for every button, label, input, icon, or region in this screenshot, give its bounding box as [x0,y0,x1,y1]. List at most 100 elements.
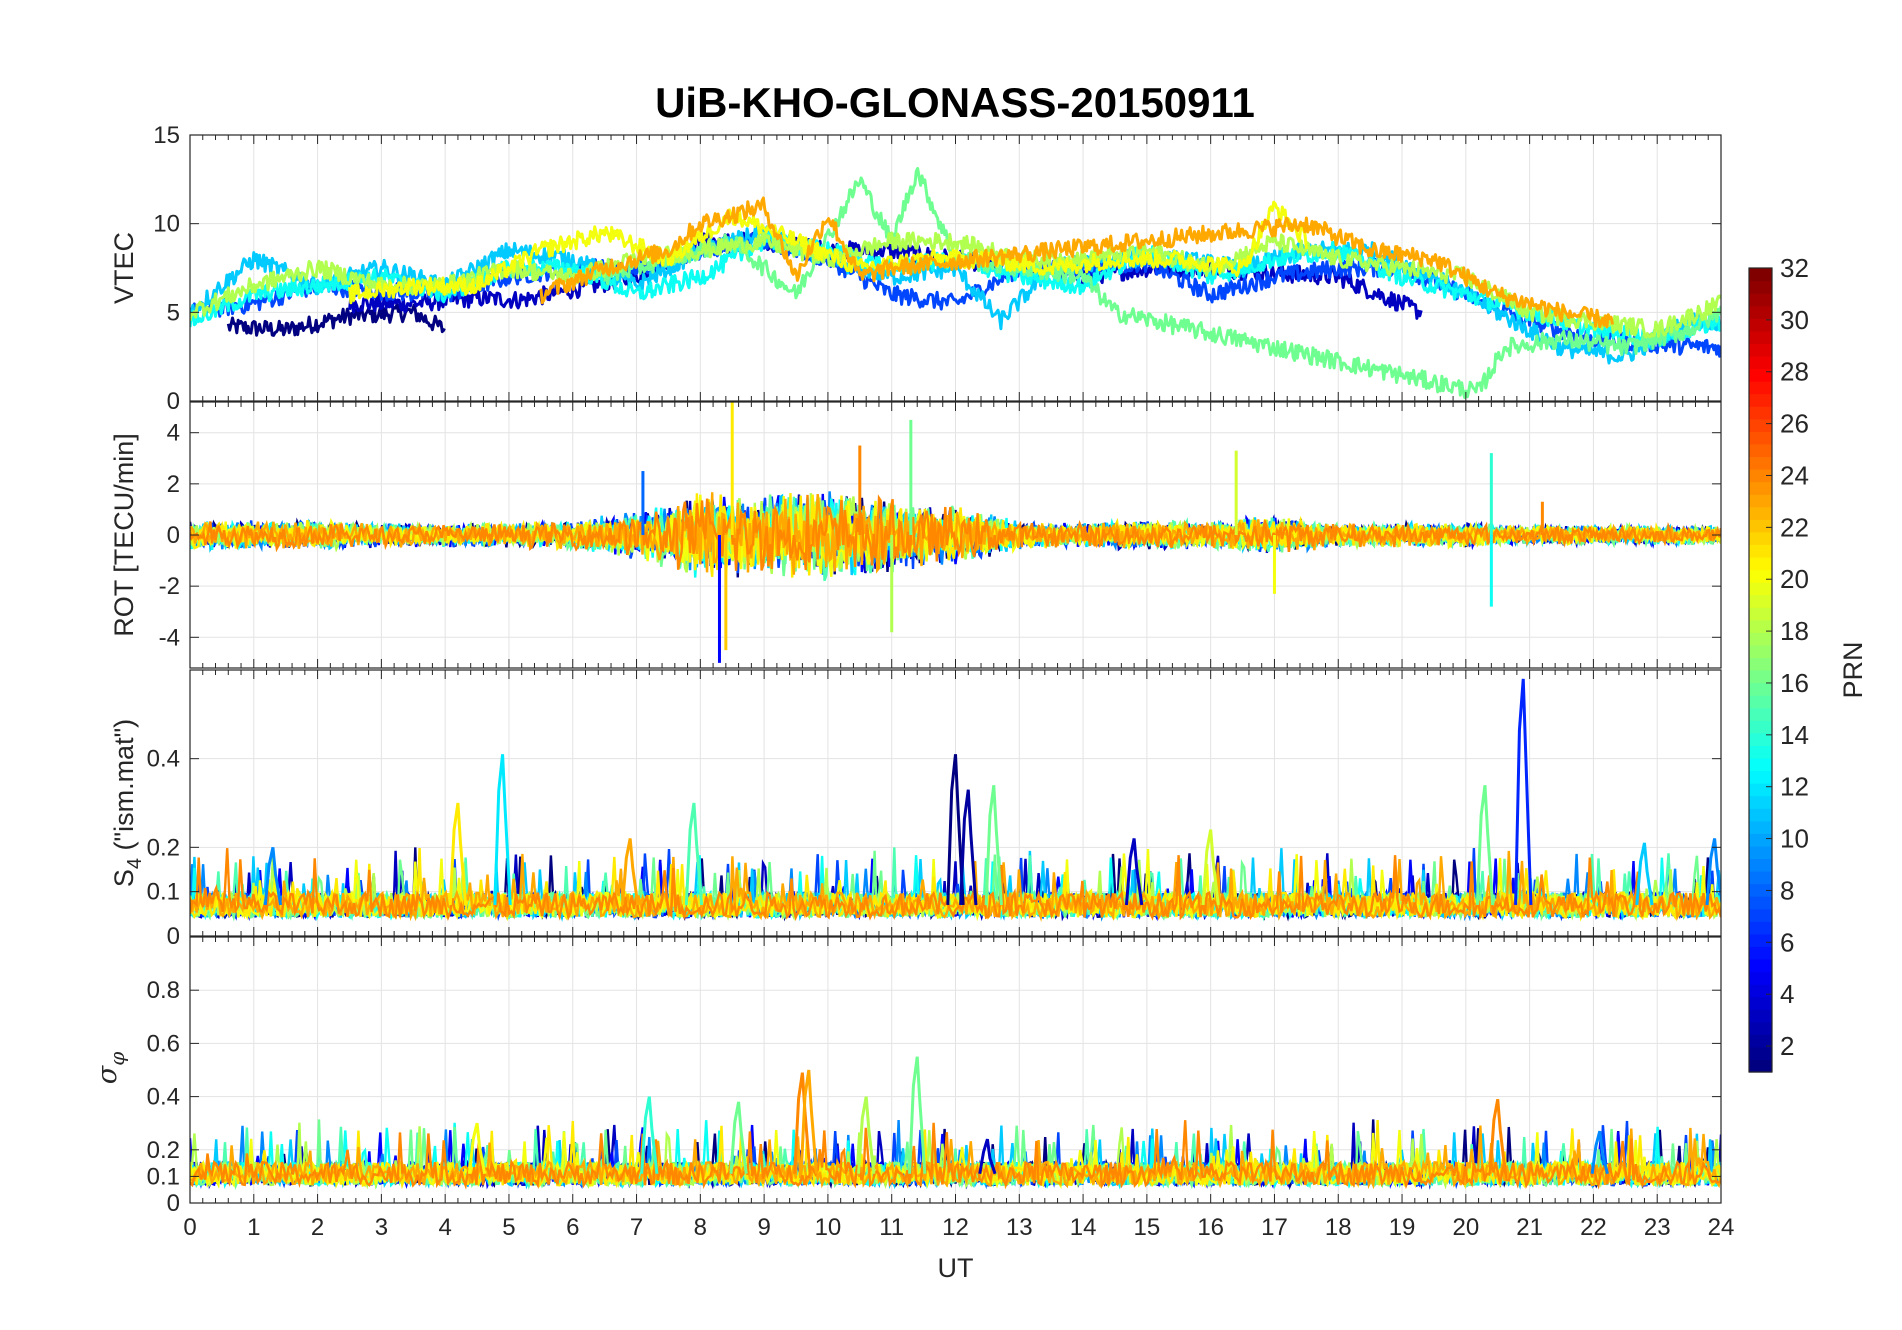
spike-mark [1635,842,1654,906]
colorbar-tick-label: 24 [1780,460,1809,490]
series-line-prn-23 [190,850,1721,922]
colorbar-swatch [1749,745,1772,759]
series-line-prn-21 [190,848,1721,922]
colorbar-swatch [1749,481,1772,495]
y-tick-label: 0 [167,1190,180,1217]
series-group [190,1056,1721,1191]
colorbar-tick-label: 28 [1780,357,1809,387]
x-tick-label: 17 [1261,1214,1288,1241]
y-axis-label: ROT [TECU/min] [109,433,139,637]
y-tick-label: 0.2 [147,834,180,861]
series-line-prn-1 [226,302,446,337]
x-tick-label: 7 [630,1214,643,1241]
x-tick-label: 5 [502,1214,515,1241]
colorbar-swatch [1749,845,1772,860]
colorbar-swatch [1749,330,1772,344]
colorbar-swatch [1749,469,1772,483]
colorbar-swatch [1749,657,1772,671]
spike-mark [729,1101,748,1174]
colorbar-swatch [1749,556,1772,571]
x-tick-label: 22 [1580,1214,1607,1241]
colorbar-swatch [1749,343,1772,357]
series-line-prn-24 [190,1120,1721,1190]
y-tick-label: 4 [167,420,180,447]
x-axis-label: UT [938,1253,974,1283]
spike-mark [793,1072,812,1174]
colorbar-swatch [1749,833,1772,847]
spike-mark [1201,829,1220,906]
spike-mark [984,785,1003,906]
spike-mark [1475,785,1495,906]
colorbar-swatch [1749,569,1772,583]
series-group [190,167,1721,399]
colorbar-swatch [1749,770,1772,784]
series-line-prn-20 [348,200,1308,305]
y-tick-label: 10 [153,211,180,238]
x-tick-label: 9 [757,1214,770,1241]
colorbar-tick-label: 26 [1780,409,1809,439]
colorbar-swatch [1749,996,1772,1010]
colorbar-tick-label: 16 [1780,668,1809,698]
spike-mark [640,1096,659,1174]
colorbar-tick-label: 18 [1780,616,1809,646]
spike-mark [621,838,640,906]
spike-mark [493,754,512,906]
colorbar-swatch [1749,305,1772,319]
colorbar-swatch [1749,908,1772,922]
panel-vtec: 0 5 10 15 VTEC [109,122,1722,415]
colorbar-swatch [1749,720,1772,734]
colorbar-tick-label: 32 [1780,253,1809,283]
y-tick-label: 0.2 [147,1137,180,1164]
panel-s4: 0 0.1 0.2 0.4S4 ("ism.mat") [109,669,1722,950]
y-tick-label: 0 [167,923,180,950]
colorbar-swatch [1749,418,1772,432]
colorbar-tick-label: 8 [1780,875,1794,905]
colorbar-swatch [1749,443,1772,458]
y-tick-label: -2 [159,573,180,600]
panel-rot: -4 -2 0 2 4 ROT [TECU/min] [109,401,1722,669]
colorbar-swatch [1749,494,1772,508]
x-tick-label: 3 [375,1214,388,1241]
colorbar-swatch [1749,644,1772,659]
y-tick-label: 0 [167,388,180,415]
colorbar-tick-label: 2 [1780,1031,1794,1061]
spike-mark [263,847,283,906]
x-tick-label: 2 [311,1214,324,1241]
colorbar-tick-label: 22 [1780,512,1809,542]
colorbar-swatch [1749,695,1772,709]
colorbar-swatch [1749,456,1772,470]
colorbar-swatch [1749,1046,1772,1061]
spike-mark [799,1069,818,1174]
colorbar-swatch [1749,406,1772,420]
series-group [190,402,1721,663]
spike-mark [684,802,704,906]
colorbar-swatch [1749,1059,1772,1073]
colorbar-swatch [1749,607,1772,621]
colorbar-swatch [1749,871,1772,885]
spike-mark [908,1056,927,1174]
colorbar-swatch [1749,594,1772,608]
colorbar-tick-label: 30 [1780,305,1809,335]
colorbar-swatch [1749,732,1772,746]
colorbar-tick-label: 4 [1780,979,1794,1009]
y-tick-label: 0.1 [147,1163,180,1190]
colorbar-swatch [1749,519,1772,533]
x-tick-label: 13 [1006,1214,1033,1241]
colorbar-swatch [1749,757,1772,772]
series-group [190,678,1721,922]
colorbar-tick-label: 20 [1780,564,1809,594]
colorbar-swatch [1749,682,1772,696]
colorbar-swatch [1749,783,1772,797]
colorbar-tick-label: 10 [1780,824,1809,854]
y-tick-label: 0.4 [147,1084,180,1111]
y-tick-label: 2 [167,471,180,498]
colorbar-swatch [1749,381,1772,395]
chart-title: UiB-KHO-GLONASS-20150911 [655,79,1255,126]
x-tick-label: 11 [879,1214,904,1241]
series-line-prn-23 [539,196,1615,329]
y-tick-label: 0 [167,522,180,549]
y-axis-label: S4 ("ism.mat") [109,719,146,887]
series-line-prn-24 [190,848,1721,922]
y-tick-label: 15 [153,122,180,149]
